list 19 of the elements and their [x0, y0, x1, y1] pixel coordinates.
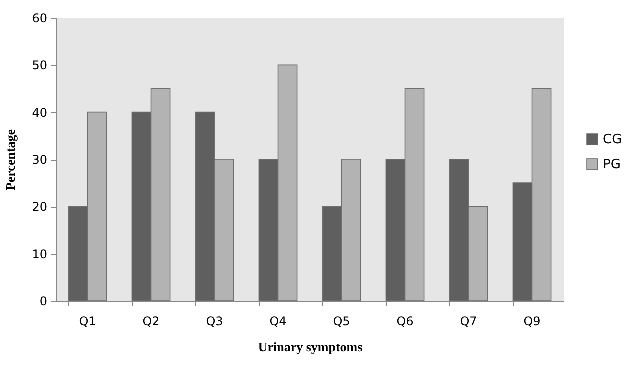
y-tick-label: 50 [32, 58, 48, 73]
x-tick-label: Q5 [333, 314, 350, 328]
x-axis-title: Urinary symptoms [258, 340, 363, 354]
y-tick-label: 20 [32, 200, 48, 214]
y-tick-label: 60 [32, 12, 48, 26]
x-tick-label: Q1 [79, 314, 96, 328]
y-tick-label: 40 [32, 106, 48, 120]
x-tick-label: Q7 [460, 314, 478, 328]
x-tick-label: Q3 [206, 314, 224, 328]
legend-label: CG [603, 132, 622, 148]
y-tick-label: 30 [32, 153, 48, 167]
x-tick-label: Q2 [142, 314, 160, 328]
y-axis-title: Percentage [3, 129, 18, 191]
x-tick-label: Q4 [270, 314, 287, 328]
legend-label: PG [603, 158, 621, 172]
x-tick-label: Q6 [396, 314, 414, 328]
y-tick-label: 10 [32, 247, 48, 262]
y-tick-label: 0 [40, 294, 48, 308]
x-tick-label: Q9 [524, 314, 541, 328]
